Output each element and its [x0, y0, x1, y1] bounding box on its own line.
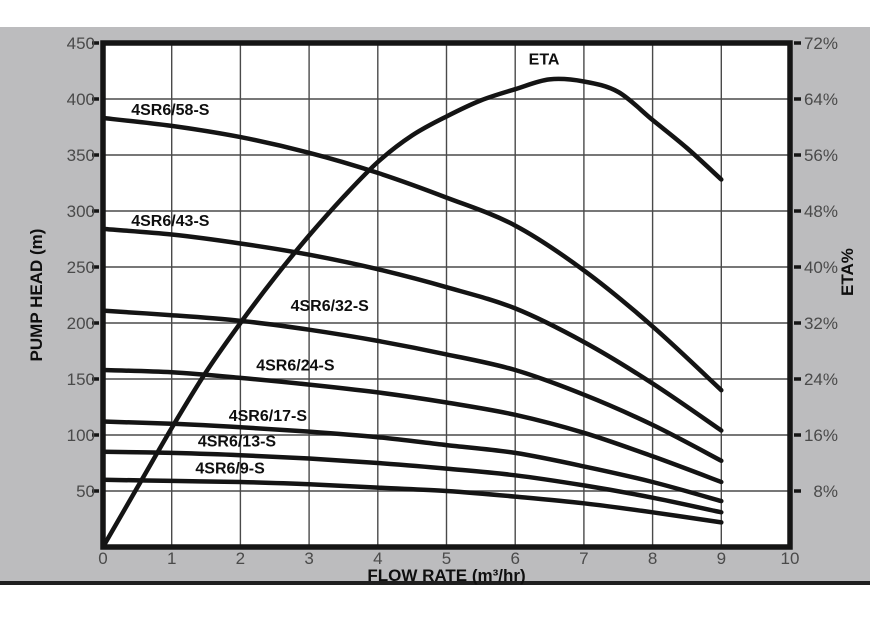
y-right-axis-title: ETA%	[838, 248, 857, 296]
y-right-tick-label: 72%	[804, 34, 838, 53]
pump-curve-4SR6-43-S	[100, 226, 724, 433]
y-left-tick-label: 100	[67, 426, 95, 445]
x-tick-label: 10	[781, 549, 800, 568]
y-right-tick-label: 16%	[804, 426, 838, 445]
pump-curve-4SR6-58-S	[100, 115, 724, 393]
y-left-tick-label: 400	[67, 90, 95, 109]
y-right-tick-label: 48%	[804, 202, 838, 221]
pump-curve-4SR6-32-S	[100, 308, 724, 464]
x-tick-label: 4	[373, 549, 382, 568]
x-tick-label: 7	[579, 549, 588, 568]
x-tick-label: 2	[236, 549, 245, 568]
x-tick-label: 8	[648, 549, 657, 568]
y-left-tick-label: 150	[67, 370, 95, 389]
y-left-axis-title: PUMP HEAD (m)	[27, 229, 46, 362]
eta-curve	[100, 76, 724, 550]
y-right-tick-label: 56%	[804, 146, 838, 165]
curve-label-4SR6-24-S: 4SR6/24-S	[256, 357, 335, 374]
curve-label-4SR6-32-S: 4SR6/32-S	[291, 298, 370, 315]
pump-curve-4SR6-17-S	[100, 419, 724, 504]
curve-label-4SR6-9-S: 4SR6/9-S	[195, 460, 265, 477]
x-tick-label: 1	[167, 549, 176, 568]
x-tick-label: 6	[510, 549, 519, 568]
y-right-tick-label: 64%	[804, 90, 838, 109]
x-axis-title: FLOW RATE (m³/hr)	[367, 566, 525, 585]
y-right-tick-label: 40%	[804, 258, 838, 277]
y-left-tick-label: 200	[67, 314, 95, 333]
y-left-tick-label: 350	[67, 146, 95, 165]
curve-label-4SR6-58-S: 4SR6/58-S	[131, 102, 210, 119]
y-left-tick-label: 300	[67, 202, 95, 221]
y-right-tick-label: 24%	[804, 370, 838, 389]
curve-label-4SR6-43-S: 4SR6/43-S	[131, 213, 210, 230]
x-tick-label: 5	[442, 549, 451, 568]
x-tick-label: 3	[304, 549, 313, 568]
y-right-tick-label: 32%	[804, 314, 838, 333]
panel-bottom-edge	[0, 581, 870, 585]
y-left-tick-label: 250	[67, 258, 95, 277]
pump-curve-4SR6-9-S	[100, 477, 724, 525]
y-right-tick-label: 8%	[813, 482, 838, 501]
y-left-tick-label: 450	[67, 34, 95, 53]
x-tick-label: 0	[98, 549, 107, 568]
y-left-tick-label: 50	[76, 482, 95, 501]
plot-border	[100, 40, 793, 550]
pump-curve-4SR6-13-S	[100, 449, 724, 515]
eta-curve-label: ETA	[529, 51, 560, 68]
curve-label-4SR6-17-S: 4SR6/17-S	[229, 408, 308, 425]
x-tick-label: 9	[717, 549, 726, 568]
curve-label-4SR6-13-S: 4SR6/13-S	[198, 434, 277, 451]
